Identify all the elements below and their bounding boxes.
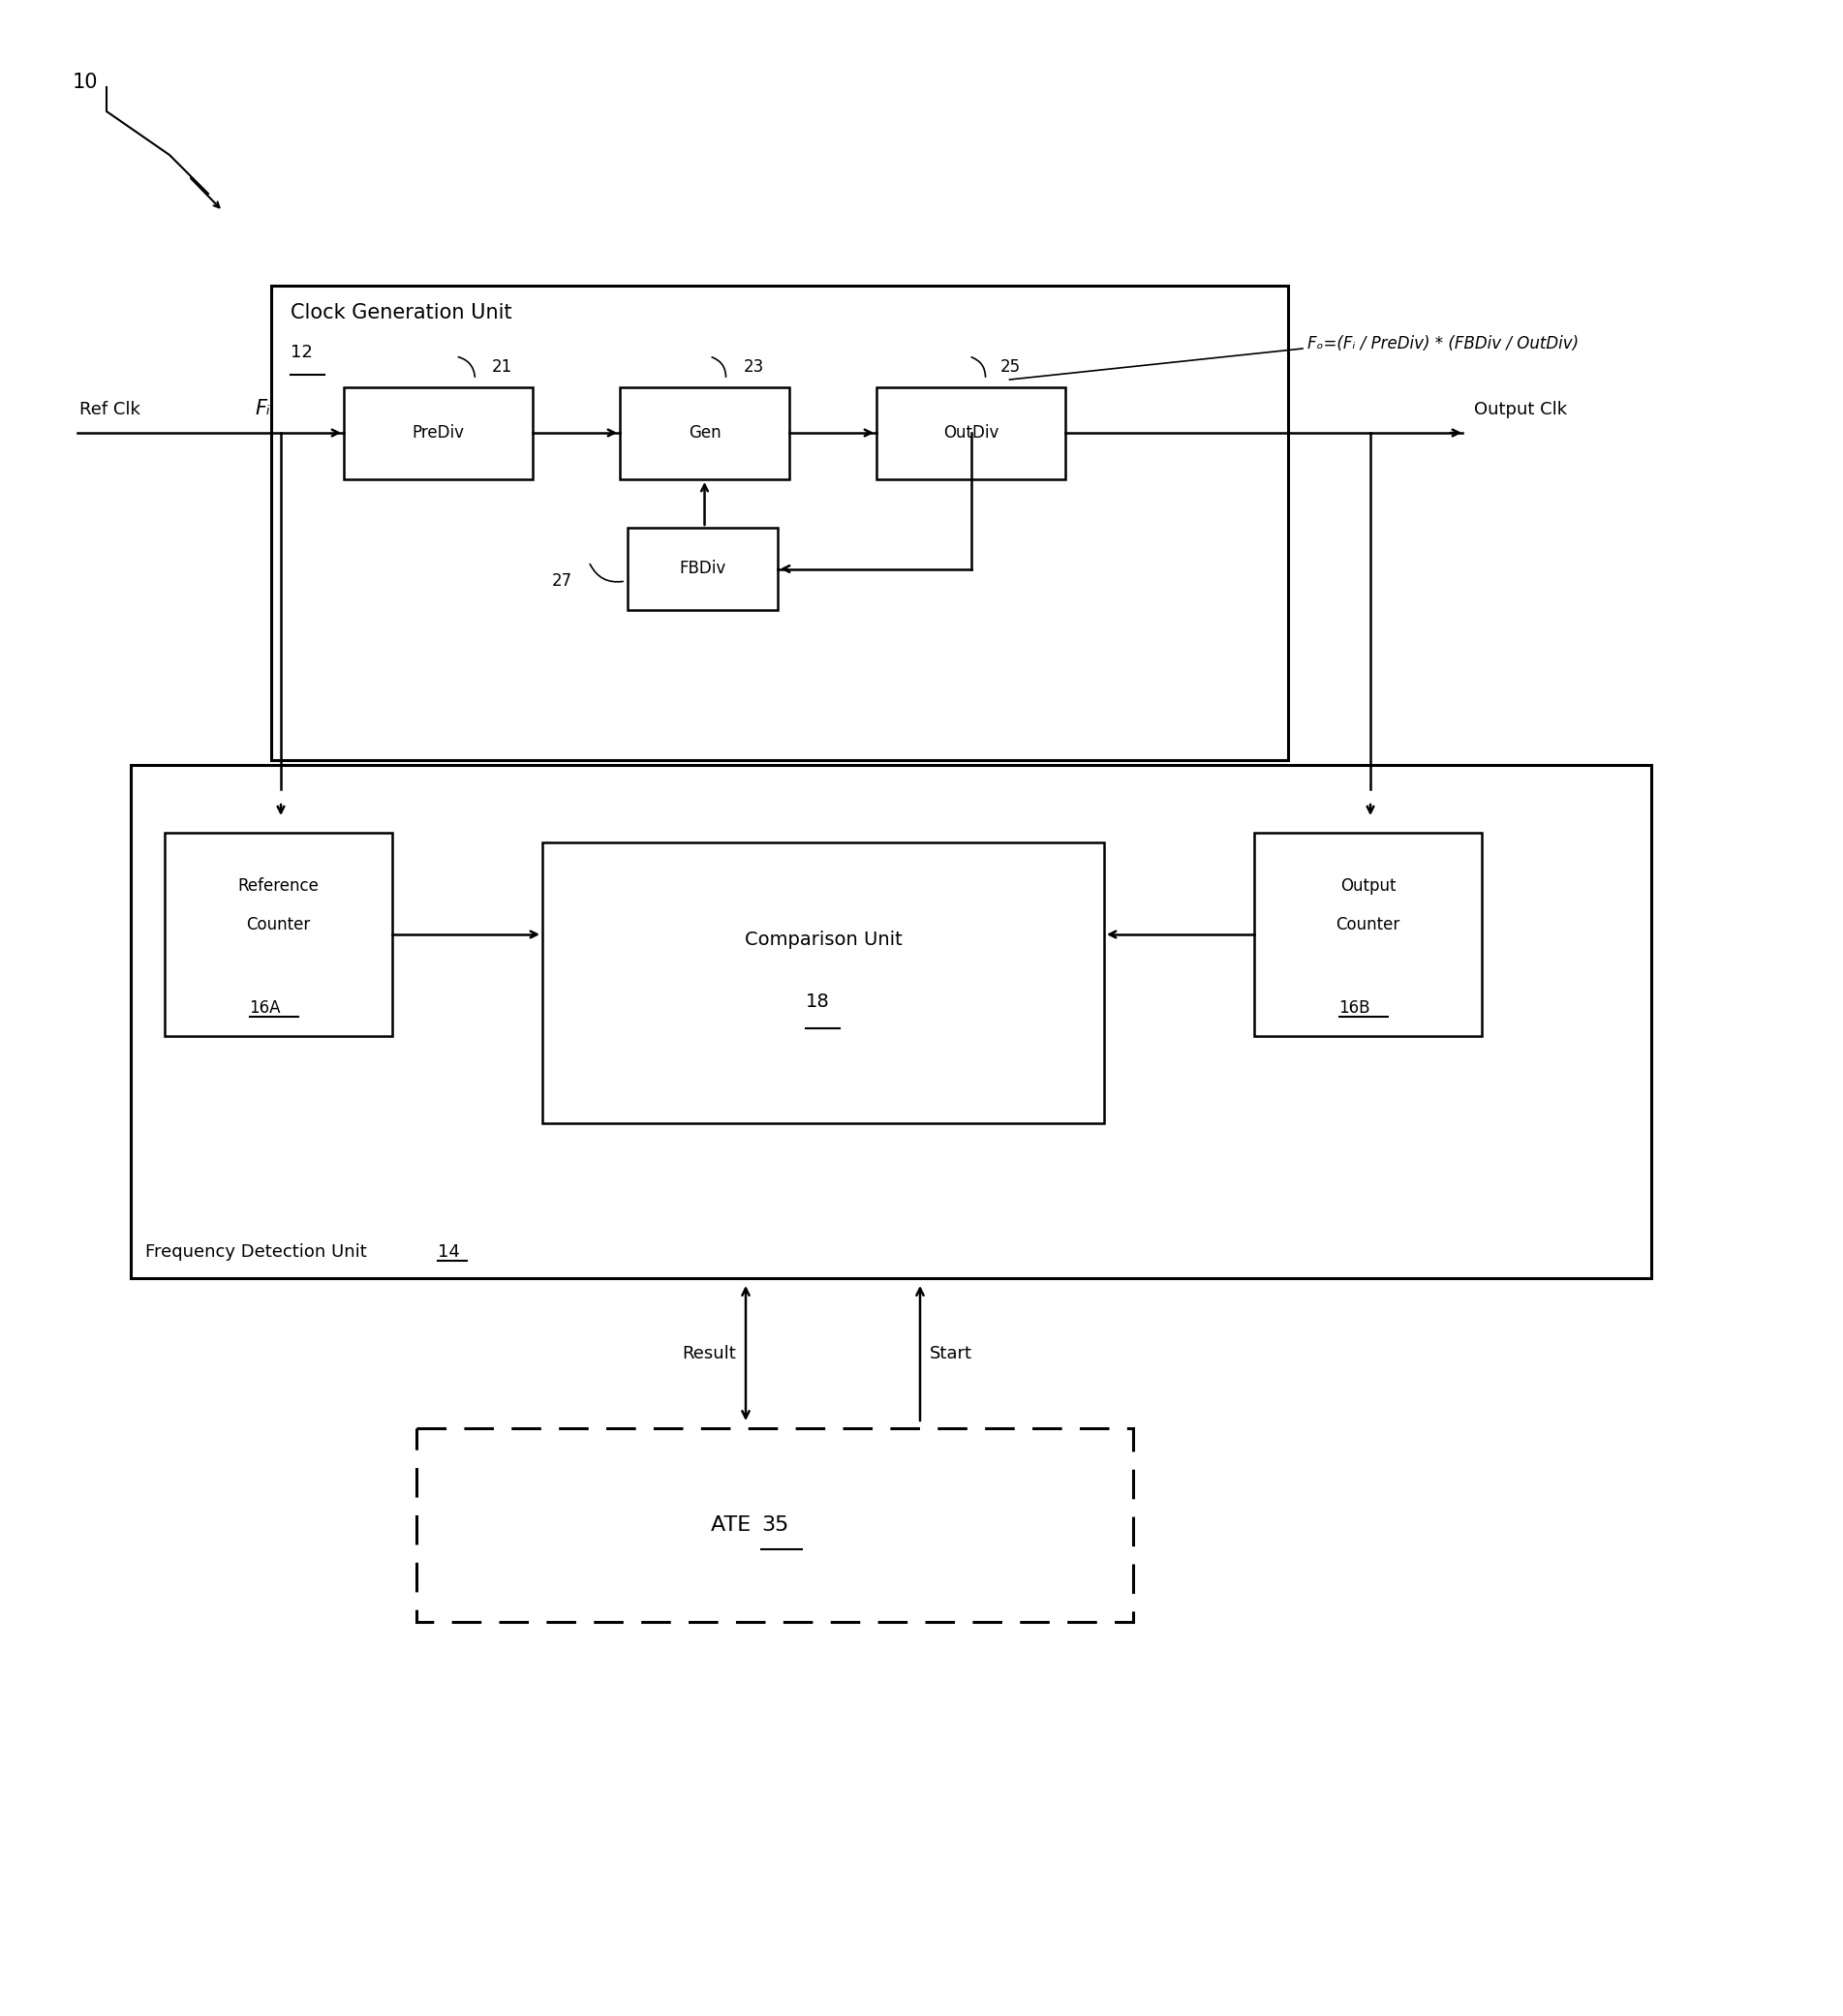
Text: 25: 25 (1001, 359, 1021, 375)
Text: OutDiv: OutDiv (944, 425, 999, 442)
Text: 35: 35 (761, 1516, 789, 1534)
Text: Fₒ=(Fᵢ / PreDiv) * (FBDiv / OutDiv): Fₒ=(Fᵢ / PreDiv) * (FBDiv / OutDiv) (1307, 335, 1579, 353)
Text: Comparison Unit: Comparison Unit (745, 929, 901, 948)
Text: Frequency Detection Unit: Frequency Detection Unit (146, 1244, 372, 1260)
Text: Reference: Reference (238, 877, 319, 895)
Text: 12: 12 (291, 345, 313, 361)
Text: Gen: Gen (687, 425, 721, 442)
Text: ATE: ATE (711, 1516, 757, 1534)
Bar (542, 843, 1104, 1123)
Text: FBDiv: FBDiv (680, 560, 726, 579)
Bar (628, 528, 778, 611)
Text: 27: 27 (553, 573, 573, 591)
Bar (1255, 833, 1482, 1036)
Text: Clock Generation Unit: Clock Generation Unit (291, 302, 512, 323)
Bar (271, 286, 1288, 760)
Text: PreDiv: PreDiv (413, 425, 464, 442)
Text: Counter: Counter (1336, 915, 1401, 933)
Text: Output Clk: Output Clk (1474, 401, 1567, 417)
Text: 18: 18 (805, 992, 829, 1010)
Bar (131, 764, 1651, 1278)
Bar (877, 387, 1065, 480)
Text: 16B: 16B (1338, 1000, 1371, 1016)
Text: Result: Result (682, 1345, 735, 1363)
Text: Ref Clk: Ref Clk (79, 401, 140, 417)
Bar (345, 387, 533, 480)
Text: 10: 10 (72, 73, 98, 93)
Text: Fᵢ: Fᵢ (254, 399, 269, 417)
Bar (417, 1427, 1133, 1623)
Bar (619, 387, 789, 480)
Text: 23: 23 (743, 359, 763, 375)
Text: Output: Output (1340, 877, 1395, 895)
Text: 16A: 16A (249, 1000, 280, 1016)
Bar (164, 833, 393, 1036)
Text: Counter: Counter (247, 915, 310, 933)
Text: 21: 21 (492, 359, 512, 375)
Text: Start: Start (929, 1345, 973, 1363)
Text: 14: 14 (439, 1244, 461, 1260)
